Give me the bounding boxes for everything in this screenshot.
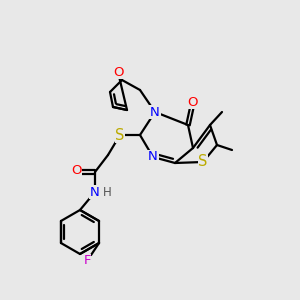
Text: S: S bbox=[198, 154, 208, 169]
Text: O: O bbox=[188, 95, 198, 109]
Text: H: H bbox=[103, 185, 111, 199]
Text: O: O bbox=[71, 164, 81, 176]
Text: N: N bbox=[150, 106, 160, 118]
Text: S: S bbox=[115, 128, 125, 142]
Text: F: F bbox=[83, 254, 91, 268]
Text: N: N bbox=[90, 185, 100, 199]
Text: O: O bbox=[113, 65, 123, 79]
Text: N: N bbox=[148, 151, 158, 164]
